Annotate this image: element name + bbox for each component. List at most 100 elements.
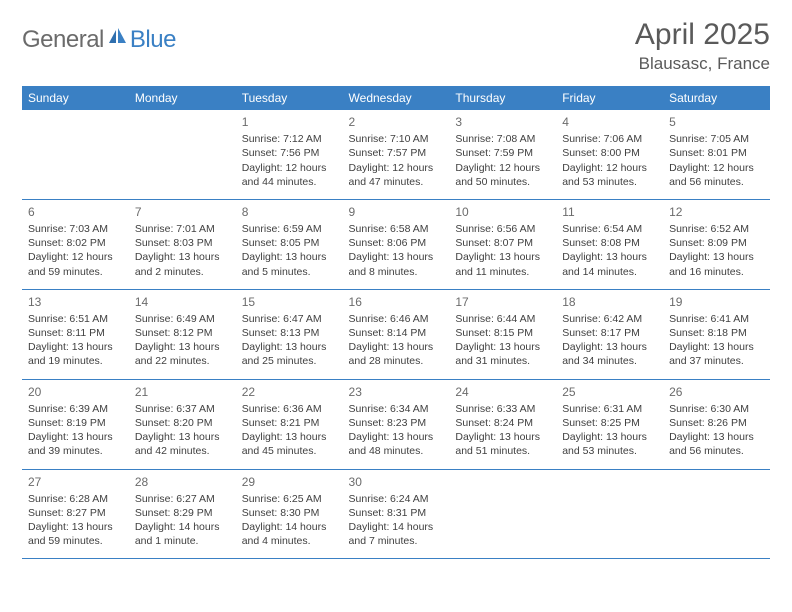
sunrise-text: Sunrise: 6:33 AM (455, 402, 550, 416)
sunrise-text: Sunrise: 7:10 AM (349, 132, 444, 146)
calendar-day-cell: 30Sunrise: 6:24 AMSunset: 8:31 PMDayligh… (343, 469, 450, 559)
sunset-text: Sunset: 8:09 PM (669, 236, 764, 250)
sunset-text: Sunset: 8:13 PM (242, 326, 337, 340)
daylight-text: Daylight: 13 hours (669, 340, 764, 354)
sunset-text: Sunset: 8:05 PM (242, 236, 337, 250)
sunset-text: Sunset: 8:17 PM (562, 326, 657, 340)
daylight-text: and 11 minutes. (455, 265, 550, 279)
daylight-text: and 44 minutes. (242, 175, 337, 189)
weekday-header: Wednesday (343, 86, 450, 110)
day-number: 1 (242, 114, 337, 130)
calendar-day-cell: 3Sunrise: 7:08 AMSunset: 7:59 PMDaylight… (449, 110, 556, 199)
daylight-text: Daylight: 13 hours (455, 430, 550, 444)
day-number: 18 (562, 294, 657, 310)
day-number: 7 (135, 204, 230, 220)
sunset-text: Sunset: 8:27 PM (28, 506, 123, 520)
calendar-day-cell: 14Sunrise: 6:49 AMSunset: 8:12 PMDayligh… (129, 289, 236, 379)
calendar-day-cell: 23Sunrise: 6:34 AMSunset: 8:23 PMDayligh… (343, 379, 450, 469)
sunset-text: Sunset: 8:07 PM (455, 236, 550, 250)
day-number: 6 (28, 204, 123, 220)
day-number: 24 (455, 384, 550, 400)
daylight-text: Daylight: 14 hours (135, 520, 230, 534)
sunset-text: Sunset: 8:20 PM (135, 416, 230, 430)
weekday-header: Friday (556, 86, 663, 110)
sunrise-text: Sunrise: 7:12 AM (242, 132, 337, 146)
sunset-text: Sunset: 7:56 PM (242, 146, 337, 160)
weekday-header: Saturday (663, 86, 770, 110)
sunrise-text: Sunrise: 6:59 AM (242, 222, 337, 236)
brand-part2: Blue (130, 26, 176, 54)
calendar-body: 1Sunrise: 7:12 AMSunset: 7:56 PMDaylight… (22, 110, 770, 559)
day-number: 13 (28, 294, 123, 310)
daylight-text: Daylight: 13 hours (28, 340, 123, 354)
day-number: 29 (242, 474, 337, 490)
sunrise-text: Sunrise: 6:46 AM (349, 312, 444, 326)
day-number: 2 (349, 114, 444, 130)
calendar-day-cell: 12Sunrise: 6:52 AMSunset: 8:09 PMDayligh… (663, 199, 770, 289)
calendar-day-cell: 24Sunrise: 6:33 AMSunset: 8:24 PMDayligh… (449, 379, 556, 469)
daylight-text: Daylight: 13 hours (135, 430, 230, 444)
sunset-text: Sunset: 8:15 PM (455, 326, 550, 340)
daylight-text: and 34 minutes. (562, 354, 657, 368)
day-number: 25 (562, 384, 657, 400)
sunrise-text: Sunrise: 6:42 AM (562, 312, 657, 326)
weekday-header: Tuesday (236, 86, 343, 110)
calendar-week-row: 13Sunrise: 6:51 AMSunset: 8:11 PMDayligh… (22, 289, 770, 379)
sunrise-text: Sunrise: 6:27 AM (135, 492, 230, 506)
daylight-text: and 4 minutes. (242, 534, 337, 548)
daylight-text: and 56 minutes. (669, 444, 764, 458)
daylight-text: and 7 minutes. (349, 534, 444, 548)
sunrise-text: Sunrise: 6:44 AM (455, 312, 550, 326)
day-number: 20 (28, 384, 123, 400)
brand-part1: General (22, 26, 104, 54)
header: General Blue April 2025 Blausasc, France (22, 18, 770, 74)
daylight-text: Daylight: 14 hours (242, 520, 337, 534)
day-number: 9 (349, 204, 444, 220)
day-number: 4 (562, 114, 657, 130)
sunrise-text: Sunrise: 6:34 AM (349, 402, 444, 416)
sunset-text: Sunset: 7:59 PM (455, 146, 550, 160)
daylight-text: Daylight: 12 hours (242, 161, 337, 175)
daylight-text: Daylight: 12 hours (349, 161, 444, 175)
calendar-day-cell: 21Sunrise: 6:37 AMSunset: 8:20 PMDayligh… (129, 379, 236, 469)
calendar-week-row: 20Sunrise: 6:39 AMSunset: 8:19 PMDayligh… (22, 379, 770, 469)
daylight-text: and 31 minutes. (455, 354, 550, 368)
daylight-text: and 45 minutes. (242, 444, 337, 458)
day-number: 30 (349, 474, 444, 490)
sunrise-text: Sunrise: 6:28 AM (28, 492, 123, 506)
day-number: 26 (669, 384, 764, 400)
daylight-text: Daylight: 13 hours (135, 340, 230, 354)
calendar-day-cell: 16Sunrise: 6:46 AMSunset: 8:14 PMDayligh… (343, 289, 450, 379)
daylight-text: and 19 minutes. (28, 354, 123, 368)
sunrise-text: Sunrise: 6:31 AM (562, 402, 657, 416)
daylight-text: Daylight: 14 hours (349, 520, 444, 534)
daylight-text: Daylight: 13 hours (28, 430, 123, 444)
daylight-text: and 59 minutes. (28, 534, 123, 548)
calendar-day-cell: 17Sunrise: 6:44 AMSunset: 8:15 PMDayligh… (449, 289, 556, 379)
daylight-text: Daylight: 13 hours (349, 250, 444, 264)
day-number: 5 (669, 114, 764, 130)
daylight-text: and 51 minutes. (455, 444, 550, 458)
day-number: 28 (135, 474, 230, 490)
daylight-text: Daylight: 13 hours (562, 340, 657, 354)
daylight-text: and 37 minutes. (669, 354, 764, 368)
sunrise-text: Sunrise: 6:47 AM (242, 312, 337, 326)
calendar-day-cell: 19Sunrise: 6:41 AMSunset: 8:18 PMDayligh… (663, 289, 770, 379)
calendar-day-cell: 22Sunrise: 6:36 AMSunset: 8:21 PMDayligh… (236, 379, 343, 469)
sunset-text: Sunset: 8:19 PM (28, 416, 123, 430)
daylight-text: and 42 minutes. (135, 444, 230, 458)
calendar-day-cell (663, 469, 770, 559)
brand-logo: General Blue (22, 18, 176, 54)
daylight-text: and 53 minutes. (562, 175, 657, 189)
sunrise-text: Sunrise: 6:41 AM (669, 312, 764, 326)
daylight-text: Daylight: 13 hours (562, 250, 657, 264)
title-location: Blausasc, France (635, 54, 770, 74)
sunrise-text: Sunrise: 7:06 AM (562, 132, 657, 146)
calendar-week-row: 27Sunrise: 6:28 AMSunset: 8:27 PMDayligh… (22, 469, 770, 559)
sunset-text: Sunset: 8:08 PM (562, 236, 657, 250)
sunset-text: Sunset: 7:57 PM (349, 146, 444, 160)
sunset-text: Sunset: 8:29 PM (135, 506, 230, 520)
day-number: 16 (349, 294, 444, 310)
daylight-text: Daylight: 12 hours (28, 250, 123, 264)
day-number: 23 (349, 384, 444, 400)
